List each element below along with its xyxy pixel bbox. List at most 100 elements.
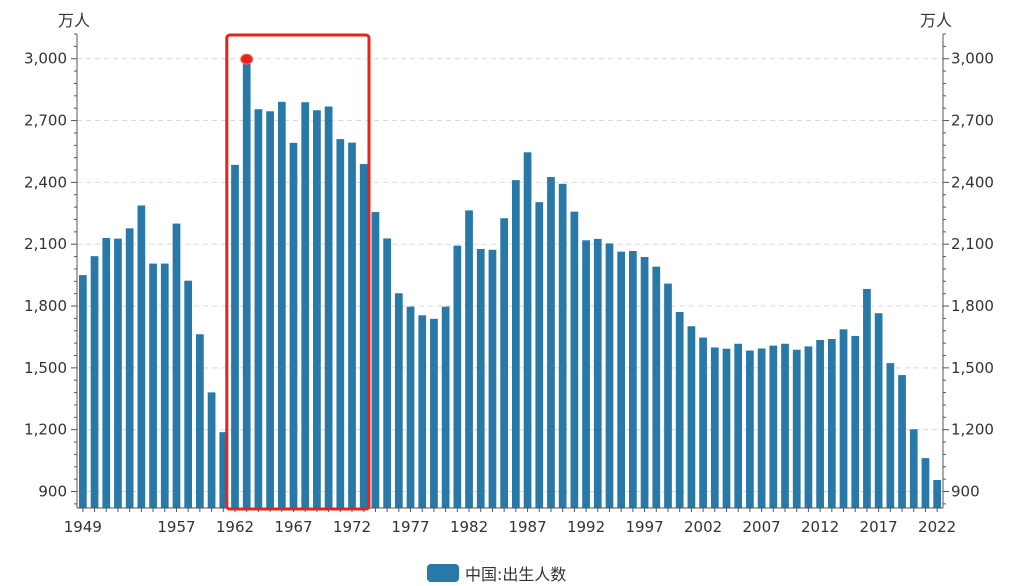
bar-2017[interactable]	[874, 313, 883, 508]
left-y-tick-label: 1,800	[24, 297, 67, 315]
bar-1989[interactable]	[547, 177, 555, 508]
bar-1950[interactable]	[90, 256, 99, 508]
bar-1992[interactable]	[582, 240, 590, 509]
bar-2019[interactable]	[898, 375, 906, 508]
bar-1958[interactable]	[184, 280, 193, 508]
legend-swatch	[427, 564, 459, 582]
bar-1977[interactable]	[406, 306, 415, 508]
bar-1988[interactable]	[535, 202, 544, 508]
bar-2004[interactable]	[722, 348, 731, 508]
bar-2000[interactable]	[675, 312, 684, 508]
bar-1993[interactable]	[593, 238, 602, 508]
bar-1962[interactable]	[231, 164, 239, 508]
bar-2011[interactable]	[804, 346, 813, 508]
bar-2018[interactable]	[886, 363, 895, 508]
bar-2009[interactable]	[781, 343, 789, 508]
bar-1975[interactable]	[383, 238, 391, 508]
bar-1970[interactable]	[324, 106, 333, 509]
x-tick-label: 1997	[625, 518, 663, 536]
right-y-tick-label: 3,000	[951, 50, 994, 68]
bar-1980[interactable]	[441, 306, 450, 508]
bar-1982[interactable]	[465, 210, 473, 508]
right-y-unit-label: 万人	[920, 11, 952, 30]
x-tick-label: 1967	[274, 518, 312, 536]
bar-2007[interactable]	[757, 348, 766, 508]
bar-1960[interactable]	[207, 392, 216, 508]
x-tick-label: 1962	[216, 518, 254, 536]
bar-1951[interactable]	[102, 238, 111, 508]
bar-2008[interactable]	[769, 345, 778, 508]
left-y-tick-label: 900	[38, 483, 67, 501]
bar-2016[interactable]	[863, 288, 871, 508]
highlight-annotation	[225, 33, 371, 511]
bar-1953[interactable]	[125, 228, 134, 508]
bar-1997[interactable]	[640, 256, 649, 508]
legend[interactable]: 中国:出生人数	[427, 562, 566, 584]
x-tick-label: 1957	[157, 518, 195, 536]
legend-label: 中国:出生人数	[465, 565, 567, 584]
bar-1966[interactable]	[277, 101, 286, 508]
bar-2006[interactable]	[746, 350, 754, 508]
bar-1984[interactable]	[488, 249, 497, 508]
bar-1955[interactable]	[149, 263, 157, 508]
bar-2003[interactable]	[710, 347, 719, 508]
bar-1987[interactable]	[523, 152, 532, 508]
bar-1971[interactable]	[336, 139, 345, 508]
bar-1968[interactable]	[301, 102, 310, 508]
highlight-box	[225, 33, 371, 511]
bar-1959[interactable]	[196, 334, 204, 508]
right-y-tick-label: 1,500	[951, 359, 994, 377]
bar-1985[interactable]	[500, 218, 509, 508]
bar-1961[interactable]	[219, 432, 228, 508]
bar-1967[interactable]	[289, 142, 298, 509]
bar-2015[interactable]	[851, 335, 860, 508]
bar-1965[interactable]	[266, 111, 274, 509]
left-y-tick-label: 1,500	[24, 359, 67, 377]
bar-1972[interactable]	[348, 142, 356, 508]
bar-1952[interactable]	[114, 238, 122, 508]
bar-2001[interactable]	[687, 326, 696, 508]
bar-2012[interactable]	[816, 340, 824, 508]
x-tick-label: 2002	[684, 518, 722, 536]
bar-1991[interactable]	[570, 211, 579, 508]
bar-1949[interactable]	[78, 275, 87, 508]
right-y-tick-label: 1,200	[951, 421, 994, 439]
bar-1994[interactable]	[605, 243, 614, 509]
bar-2005[interactable]	[734, 343, 743, 508]
bar-1957[interactable]	[172, 223, 181, 508]
bar-1983[interactable]	[476, 248, 485, 508]
bar-1976[interactable]	[394, 293, 403, 508]
bar-2022[interactable]	[933, 479, 942, 508]
bar-1981[interactable]	[453, 245, 462, 508]
bar-2013[interactable]	[827, 339, 836, 508]
bar-2010[interactable]	[792, 349, 801, 508]
bar-1973[interactable]	[359, 164, 368, 508]
bar-1998[interactable]	[652, 266, 661, 508]
left-y-tick-label: 3,000	[24, 50, 67, 68]
bar-1964[interactable]	[254, 109, 263, 508]
bar-1974[interactable]	[371, 212, 380, 508]
left-y-tick-label: 2,700	[24, 112, 67, 130]
right-y-tick-label: 900	[951, 483, 980, 501]
bar-1956[interactable]	[160, 263, 169, 508]
bar-2021[interactable]	[921, 458, 930, 508]
bar-1979[interactable]	[430, 318, 438, 508]
bar-1969[interactable]	[313, 110, 321, 509]
right-y-tick-label: 1,800	[951, 297, 994, 315]
grid-lines	[77, 58, 943, 493]
bar-1995[interactable]	[617, 251, 626, 509]
right-y-tick-label: 2,100	[951, 235, 994, 253]
bar-1978[interactable]	[418, 315, 427, 508]
bar-2020[interactable]	[909, 429, 918, 508]
bar-1999[interactable]	[664, 283, 672, 508]
bar-1996[interactable]	[629, 251, 637, 508]
bar-1986[interactable]	[511, 180, 520, 508]
bar-1963[interactable]	[242, 59, 251, 508]
bar-1954[interactable]	[137, 205, 146, 508]
bar-2014[interactable]	[839, 329, 848, 508]
bar-2002[interactable]	[699, 337, 707, 508]
bar-1990[interactable]	[558, 183, 567, 509]
x-tick-label: 1949	[64, 518, 102, 536]
axes	[76, 34, 944, 509]
